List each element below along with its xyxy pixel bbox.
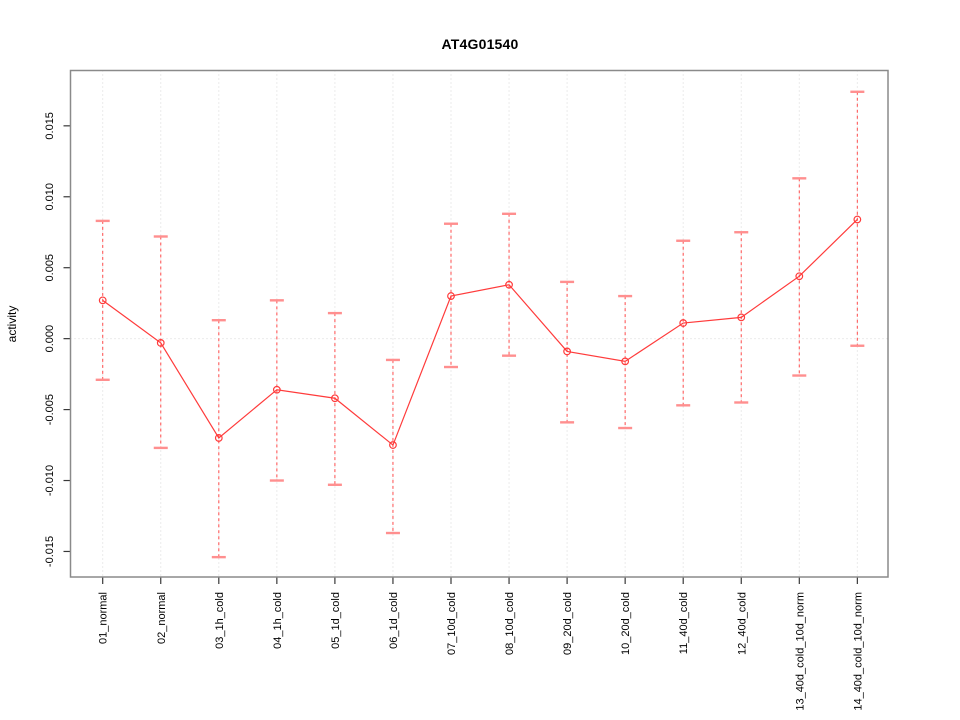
x-tick-label: 09_20d_cold [562, 592, 574, 655]
data-point [621, 357, 630, 366]
data-point [737, 313, 746, 322]
data-point [331, 394, 339, 403]
data-point [98, 296, 107, 305]
data-point [505, 280, 513, 289]
x-tick-label: 11_40d_cold [678, 592, 690, 654]
x-tick-label: 10_20d_cold [620, 592, 632, 655]
data-point [447, 292, 455, 300]
x-tick-label: 14_40d_cold_10d_norm [852, 592, 864, 711]
y-tick-label: -0.010 [44, 465, 56, 496]
y-tick-label: 0.000 [44, 325, 56, 353]
chart-title: AT4G01540 [441, 36, 519, 52]
y-tick-label: -0.015 [44, 536, 56, 567]
data-point [563, 347, 571, 356]
data-line [102, 219, 858, 447]
x-tick-label: 12_40d_cold [736, 592, 748, 655]
data-point [795, 272, 804, 281]
x-tick-label: 01_normal [98, 592, 110, 644]
y-tick-label: -0.005 [44, 394, 56, 425]
data-point [853, 215, 862, 224]
data-point [679, 319, 688, 327]
data-point [272, 385, 281, 394]
x-tick-label: 03_1h_cold [214, 592, 226, 649]
x-tick-label: 04_1h_cold [272, 592, 284, 649]
x-tick-label: 08_10d_cold [504, 592, 516, 655]
x-tick-label: 07_10d_cold [446, 592, 458, 655]
y-tick-label: 0.005 [44, 254, 56, 282]
x-tick-label: 13_40d_cold_10d_norm [794, 592, 806, 711]
x-tick-label: 05_1d_cold [330, 592, 342, 649]
plot-frame [69, 69, 889, 578]
y-tick-label: 0.015 [44, 112, 56, 140]
x-tick-label: 06_1d_cold [388, 592, 400, 649]
data-point [156, 339, 165, 347]
x-tick-label: 02_normal [156, 592, 168, 644]
data-point [389, 441, 397, 449]
y-tick-label: 0.010 [44, 183, 56, 211]
data-point [214, 434, 223, 442]
